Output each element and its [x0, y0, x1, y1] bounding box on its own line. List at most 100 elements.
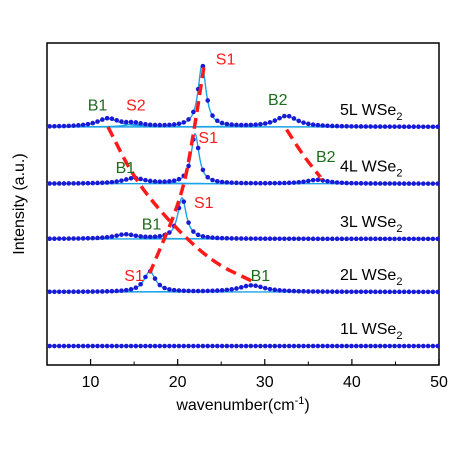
data-point [85, 180, 91, 186]
data-point [306, 121, 311, 127]
sample-label: 4L WSe2 [340, 159, 402, 180]
data-point [368, 124, 373, 129]
data-point [224, 287, 230, 293]
data-point [119, 178, 124, 183]
data-point [301, 120, 306, 125]
data-point [143, 121, 148, 127]
data-point [171, 287, 177, 293]
data-point [253, 283, 258, 289]
data-point [56, 123, 62, 129]
data-point [224, 343, 230, 349]
data-point [157, 122, 163, 128]
data-point [349, 289, 354, 295]
data-point [310, 343, 316, 349]
data-point [277, 288, 282, 293]
data-point [85, 121, 91, 127]
data-point [267, 180, 273, 186]
data-point [128, 175, 134, 181]
peak-label: S1 [124, 268, 144, 285]
peak-label: S1 [194, 195, 214, 212]
data-point [104, 343, 110, 349]
data-point [344, 180, 349, 186]
data-point [219, 288, 225, 293]
data-point [248, 343, 254, 349]
data-point [339, 289, 345, 295]
data-point [406, 343, 412, 349]
data-point [377, 181, 383, 186]
data-point [401, 181, 407, 186]
data-point [104, 289, 110, 294]
data-point [277, 180, 282, 186]
data-point [282, 180, 287, 186]
data-point [123, 119, 129, 125]
data-point [133, 285, 139, 291]
data-point [47, 236, 52, 242]
data-point [200, 234, 206, 239]
data-point [90, 180, 96, 186]
data-point [349, 236, 354, 242]
data-point [61, 123, 67, 129]
data-point [123, 343, 129, 349]
data-point [186, 117, 191, 122]
data-point [382, 343, 388, 349]
data-point [401, 236, 407, 242]
data-point [128, 232, 134, 238]
data-point [272, 236, 278, 242]
data-point [95, 343, 100, 349]
data-point [61, 181, 67, 186]
data-point [421, 236, 426, 242]
sample-label-subscript: 2 [396, 168, 402, 180]
data-point [47, 343, 52, 349]
data-point [100, 235, 105, 240]
data-point [133, 120, 139, 125]
data-point [368, 343, 373, 349]
data-point [200, 63, 206, 69]
sample-label-main: 5L WSe [340, 102, 396, 119]
data-point [109, 179, 115, 185]
data-point [329, 289, 335, 294]
data-point [258, 180, 263, 186]
data-point [219, 120, 225, 126]
data-point [358, 181, 364, 186]
data-point [186, 343, 191, 349]
data-point [186, 163, 191, 169]
data-point [325, 236, 330, 242]
data-point [123, 231, 129, 237]
data-point [215, 235, 220, 241]
data-point [306, 178, 311, 184]
data-point [382, 181, 388, 186]
sample-label-subscript: 2 [396, 330, 402, 342]
data-point [76, 123, 81, 128]
data-point [349, 124, 354, 129]
data-point [397, 181, 402, 186]
data-point [224, 121, 230, 127]
data-point [167, 343, 172, 349]
data-point [138, 176, 143, 182]
data-point [90, 235, 96, 241]
data-point [334, 236, 340, 242]
data-point [76, 181, 81, 186]
data-point [310, 289, 316, 294]
data-point [147, 234, 153, 240]
data-point [416, 124, 421, 130]
data-point [392, 124, 397, 129]
data-point [219, 179, 225, 185]
data-point [425, 343, 431, 349]
data-point [291, 288, 297, 294]
data-point [71, 181, 76, 186]
data-point [310, 177, 316, 183]
data-point [320, 236, 326, 242]
data-point [66, 289, 72, 295]
data-point [310, 122, 316, 127]
data-point [152, 179, 158, 184]
data-point [114, 233, 119, 238]
x-axis-title-main: wavenumber(cm [175, 397, 294, 414]
sample-label: 3L WSe2 [340, 214, 402, 235]
data-point [296, 288, 302, 294]
data-point [339, 123, 345, 129]
data-point [205, 234, 211, 240]
data-point [387, 343, 393, 349]
data-point [234, 286, 239, 291]
data-point [272, 287, 278, 293]
fit-peak-curve [94, 270, 206, 293]
